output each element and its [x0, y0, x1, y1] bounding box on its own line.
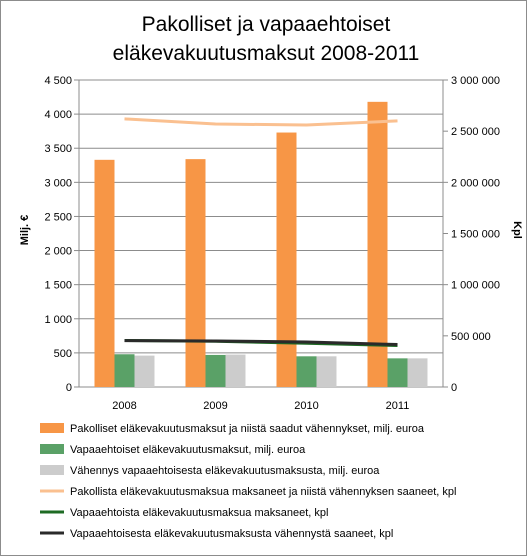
y-right-tick-label: 1 500 000: [451, 229, 500, 241]
y-left-tick-label: 3 000: [44, 177, 72, 189]
y-left-tick-label: 4 500: [44, 75, 72, 87]
chart-title-line1: Pakolliset ja vapaaehtoiset: [142, 13, 391, 36]
y-left-tick-label: 4 000: [44, 109, 72, 121]
y-left-tick-label: 1 000: [44, 314, 72, 326]
x-tick-label: 2009: [203, 400, 227, 412]
y-right-tick-label: 3 000 000: [451, 75, 500, 87]
legend-label: Pakollista eläkevakuutusmaksua maksaneet…: [70, 486, 456, 498]
y-left-tick-label: 2 000: [44, 246, 72, 258]
y-right-tick-label: 2 500 000: [451, 126, 500, 138]
legend-label: Vapaaehtoisesta eläkevakuutusmaksusta vä…: [70, 528, 393, 540]
line-series-3: [124, 339, 398, 347]
legend-label: Vapaaehtoista eläkevakuutusmaksua maksan…: [70, 507, 328, 519]
legend-label: Vähennys vapaaehtoisesta eläkevakuutusma…: [70, 465, 380, 477]
bar-2: [296, 356, 317, 387]
y-left-tick-label: 0: [66, 382, 72, 394]
bar-2: [387, 358, 408, 387]
x-tick-label: 2010: [294, 400, 318, 412]
chart-title-line2: eläkevakuutusmaksut 2008-2011: [113, 42, 420, 65]
bar-2: [114, 354, 135, 387]
legend-swatch-bar: [40, 465, 64, 475]
legend-label: Pakolliset eläkevakuutusmaksut ja niistä…: [70, 423, 425, 435]
y-right-tick-label: 2 000 000: [451, 177, 500, 189]
bar-3: [134, 355, 155, 387]
y-right-tick-label: 0: [451, 382, 457, 394]
x-tick-label: 2011: [386, 400, 410, 412]
bar-3: [316, 356, 337, 387]
y-axis-left-label: Milj. €: [19, 215, 31, 246]
bar-1: [185, 159, 206, 387]
y-right-tick-label: 500 000: [451, 331, 491, 343]
legend-swatch-bar: [40, 423, 64, 433]
y-right-tick-label: 1 000 000: [451, 280, 500, 292]
line-series-1: [124, 117, 398, 127]
bar-3: [407, 358, 428, 387]
y-left-tick-label: 1 500: [44, 280, 72, 292]
bar-1: [94, 159, 115, 387]
bar-2: [205, 354, 226, 387]
y-axis-right-label: Kpl: [511, 221, 523, 239]
y-left-tick-label: 2 500: [44, 211, 72, 223]
y-left-tick-label: 500: [54, 348, 72, 360]
legend-label: Vapaaehtoiset eläkevakuutusmaksut, milj.…: [70, 444, 306, 456]
y-left-tick-label: 3 500: [44, 143, 72, 155]
x-tick-label: 2008: [112, 400, 136, 412]
legend-swatch-bar: [40, 444, 64, 454]
bar-1: [367, 101, 388, 387]
bar-1: [276, 132, 297, 387]
bar-3: [225, 354, 246, 387]
